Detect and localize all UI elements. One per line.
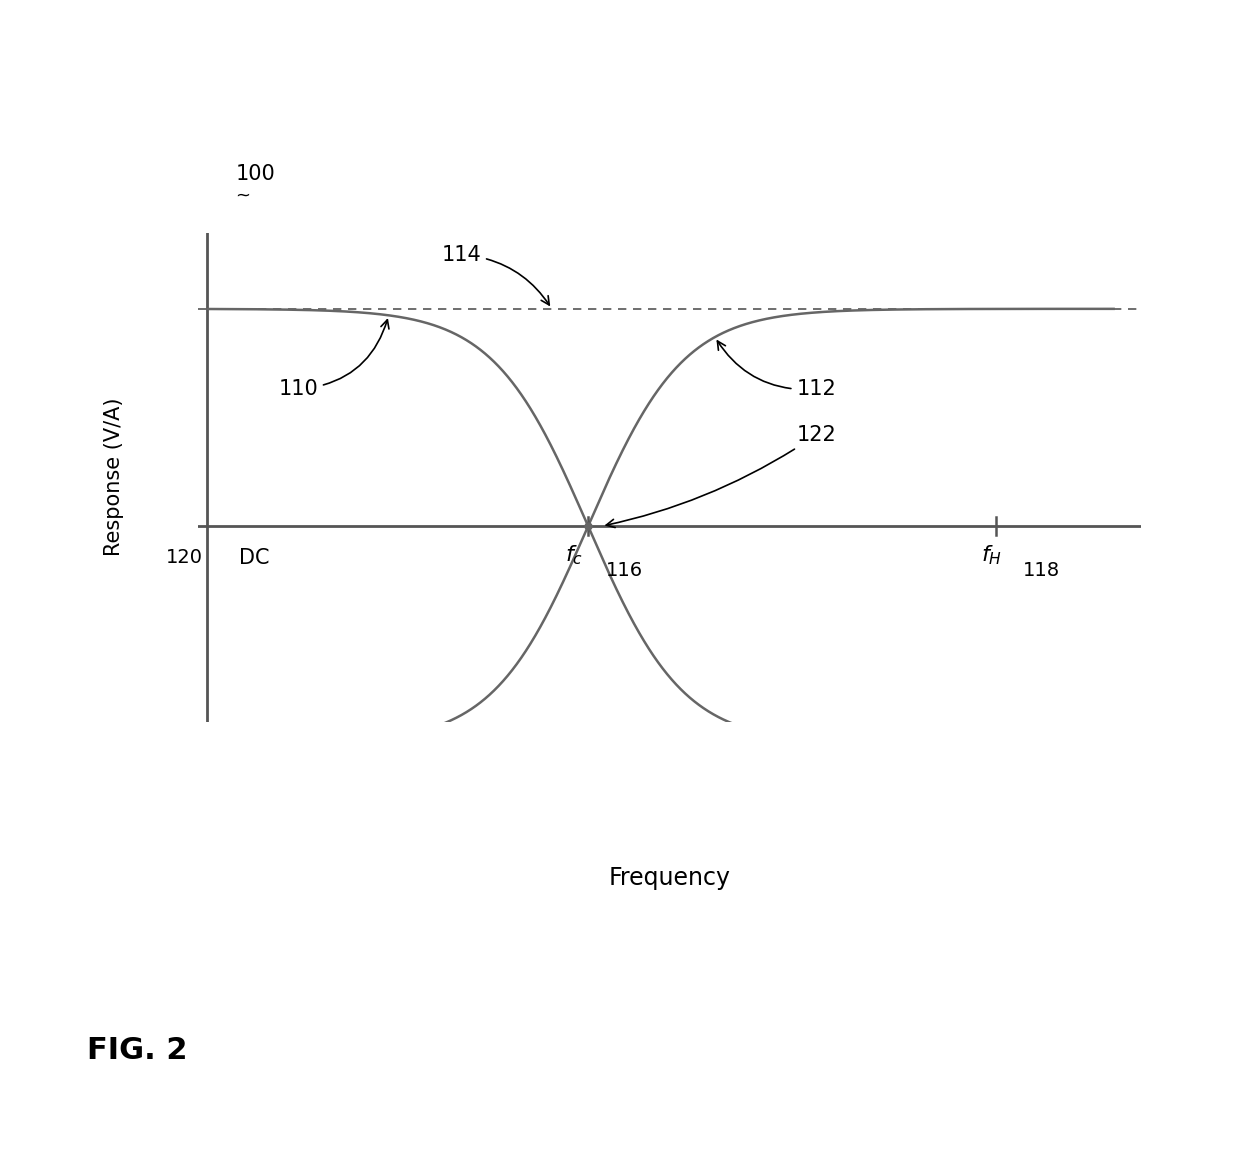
Text: 118: 118 <box>1023 561 1060 580</box>
Text: DC: DC <box>239 548 269 568</box>
Text: Response (V/A): Response (V/A) <box>104 398 124 556</box>
Text: 122: 122 <box>606 425 836 527</box>
Text: 100: 100 <box>236 164 275 184</box>
Text: $f_H$: $f_H$ <box>981 544 1002 567</box>
Text: 114: 114 <box>441 244 549 305</box>
Text: 112: 112 <box>718 341 836 399</box>
Text: FIG. 2: FIG. 2 <box>87 1036 187 1065</box>
Text: ~: ~ <box>236 186 250 204</box>
Text: 120: 120 <box>166 548 203 567</box>
Text: 116: 116 <box>606 561 644 580</box>
Text: 110: 110 <box>278 320 389 399</box>
Text: $f_c$: $f_c$ <box>565 544 584 567</box>
Text: Frequency: Frequency <box>609 866 730 890</box>
